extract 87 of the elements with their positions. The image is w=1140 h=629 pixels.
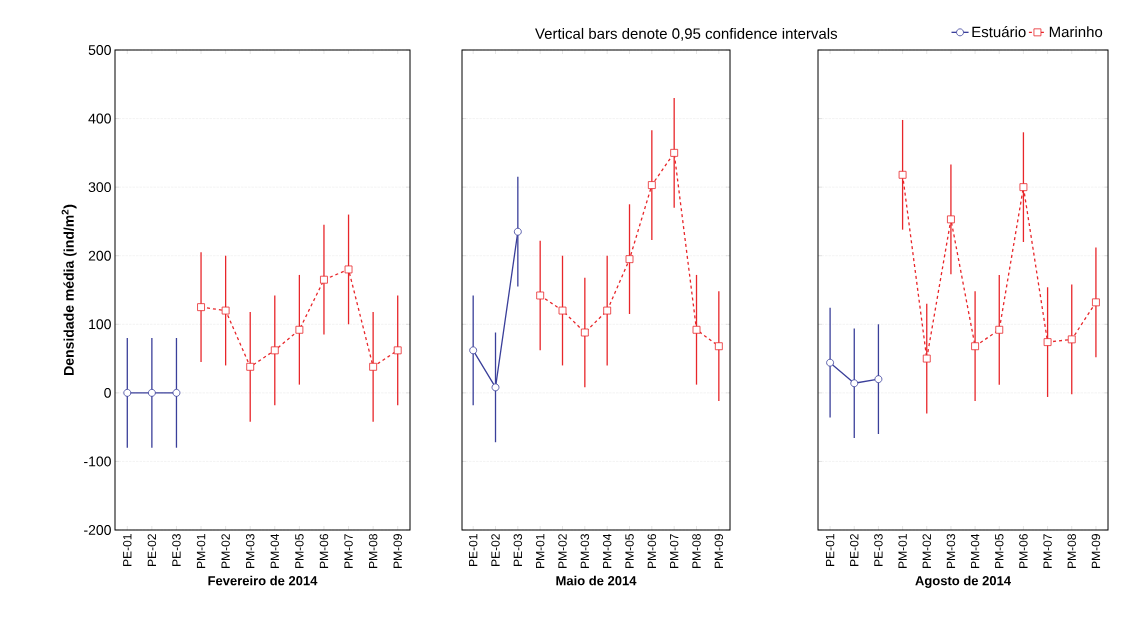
point (344, 265, 353, 274)
point (295, 325, 304, 334)
y-tick-label: 300 (88, 182, 111, 193)
x-tick-label: PM-08 (368, 534, 378, 568)
x-tick-label: PM-07 (344, 534, 353, 568)
point (580, 328, 589, 337)
x-tick-label: PE-03 (172, 534, 181, 566)
y-tick-label: 200 (88, 250, 111, 261)
point (147, 388, 156, 397)
x-tick-label: PM-06 (1019, 534, 1028, 568)
point (197, 303, 205, 312)
x-tick-label: PM-03 (946, 534, 956, 568)
x-axis-title: Agosto de 2014 (915, 575, 1011, 588)
x-tick-label: PM-01 (196, 534, 206, 568)
x-tick-label: PE-01 (825, 534, 835, 566)
x-axis-title: Fevereiro de 2014 (208, 575, 318, 586)
x-tick-label: PM-09 (393, 534, 402, 568)
point (320, 275, 328, 284)
y-tick-label: 0 (104, 387, 111, 398)
point (172, 388, 181, 397)
point (898, 170, 907, 179)
point (850, 379, 859, 388)
x-tick-label: PM-09 (1091, 534, 1101, 568)
point (874, 375, 883, 384)
point (393, 346, 402, 355)
y-axis-title: Densidade média (ind/m$^{2}$) (61, 204, 77, 375)
point (1043, 338, 1052, 347)
x-tick-label: PE-03 (513, 534, 523, 566)
point (558, 306, 567, 315)
point (603, 306, 612, 315)
point (826, 358, 834, 367)
point (221, 306, 230, 315)
x-tick-label: PM-05 (995, 534, 1004, 568)
x-tick-label: PM-04 (602, 533, 612, 568)
text: Vertical bars denote 0,95 confidence intervals (535, 27, 838, 41)
point (270, 346, 279, 355)
point (922, 354, 931, 363)
point (971, 342, 979, 351)
x-tick-label: PM-07 (669, 534, 679, 568)
x-tick-label: PM-01 (898, 534, 907, 568)
y-tick-label: -100 (84, 456, 111, 467)
x-tick-label: PM-05 (625, 534, 634, 568)
legend-label: Estuário (972, 26, 1026, 38)
point (469, 346, 478, 355)
y-tick-label: -200 (84, 525, 111, 535)
x-tick-label: PM-08 (1067, 534, 1076, 568)
x-tick-label: PM-08 (692, 534, 701, 568)
x-tick-label: PM-04 (270, 533, 280, 568)
point (1019, 183, 1028, 192)
x-tick-label: PM-06 (319, 534, 329, 568)
x-tick-label: PM-03 (580, 534, 590, 568)
x-tick-label: PM-09 (714, 534, 724, 568)
point (1092, 298, 1100, 307)
y-tick-label: 100 (89, 319, 111, 330)
x-tick-label: PE-02 (147, 534, 157, 566)
point (947, 215, 955, 224)
point (536, 291, 545, 300)
x-tick-label: PE-01 (468, 534, 478, 566)
x-tick-label: PM-03 (245, 534, 255, 568)
x-tick-label: PM-02 (922, 534, 931, 568)
x-tick-label: PM-02 (558, 534, 567, 568)
point (647, 181, 656, 189)
point (692, 325, 701, 334)
x-tick-label: PM-07 (1043, 534, 1052, 568)
point (491, 383, 500, 392)
point (670, 148, 679, 157)
x-tick-label: PE-02 (491, 534, 500, 566)
x-tick-label: PM-05 (295, 534, 304, 568)
point (625, 255, 634, 264)
point (995, 325, 1004, 334)
point (1067, 335, 1076, 344)
point (246, 362, 255, 371)
x-tick-label: PM-01 (535, 534, 545, 568)
x-axis-title: Maio de 2014 (556, 575, 637, 586)
point (369, 362, 378, 371)
legend-label: Marinho (1049, 26, 1103, 38)
y-tick-label: 400 (88, 113, 111, 124)
point (714, 342, 723, 351)
x-tick-label: PE-01 (123, 534, 132, 566)
x-tick-label: PM-06 (647, 534, 657, 568)
point (513, 227, 522, 236)
x-tick-label: PM-04 (970, 533, 980, 568)
point (123, 388, 132, 397)
y-tick-label: 500 (88, 45, 111, 55)
x-tick-label: PE-03 (874, 534, 883, 566)
x-tick-label: PE-02 (850, 534, 859, 566)
x-tick-label: PM-02 (221, 534, 230, 568)
